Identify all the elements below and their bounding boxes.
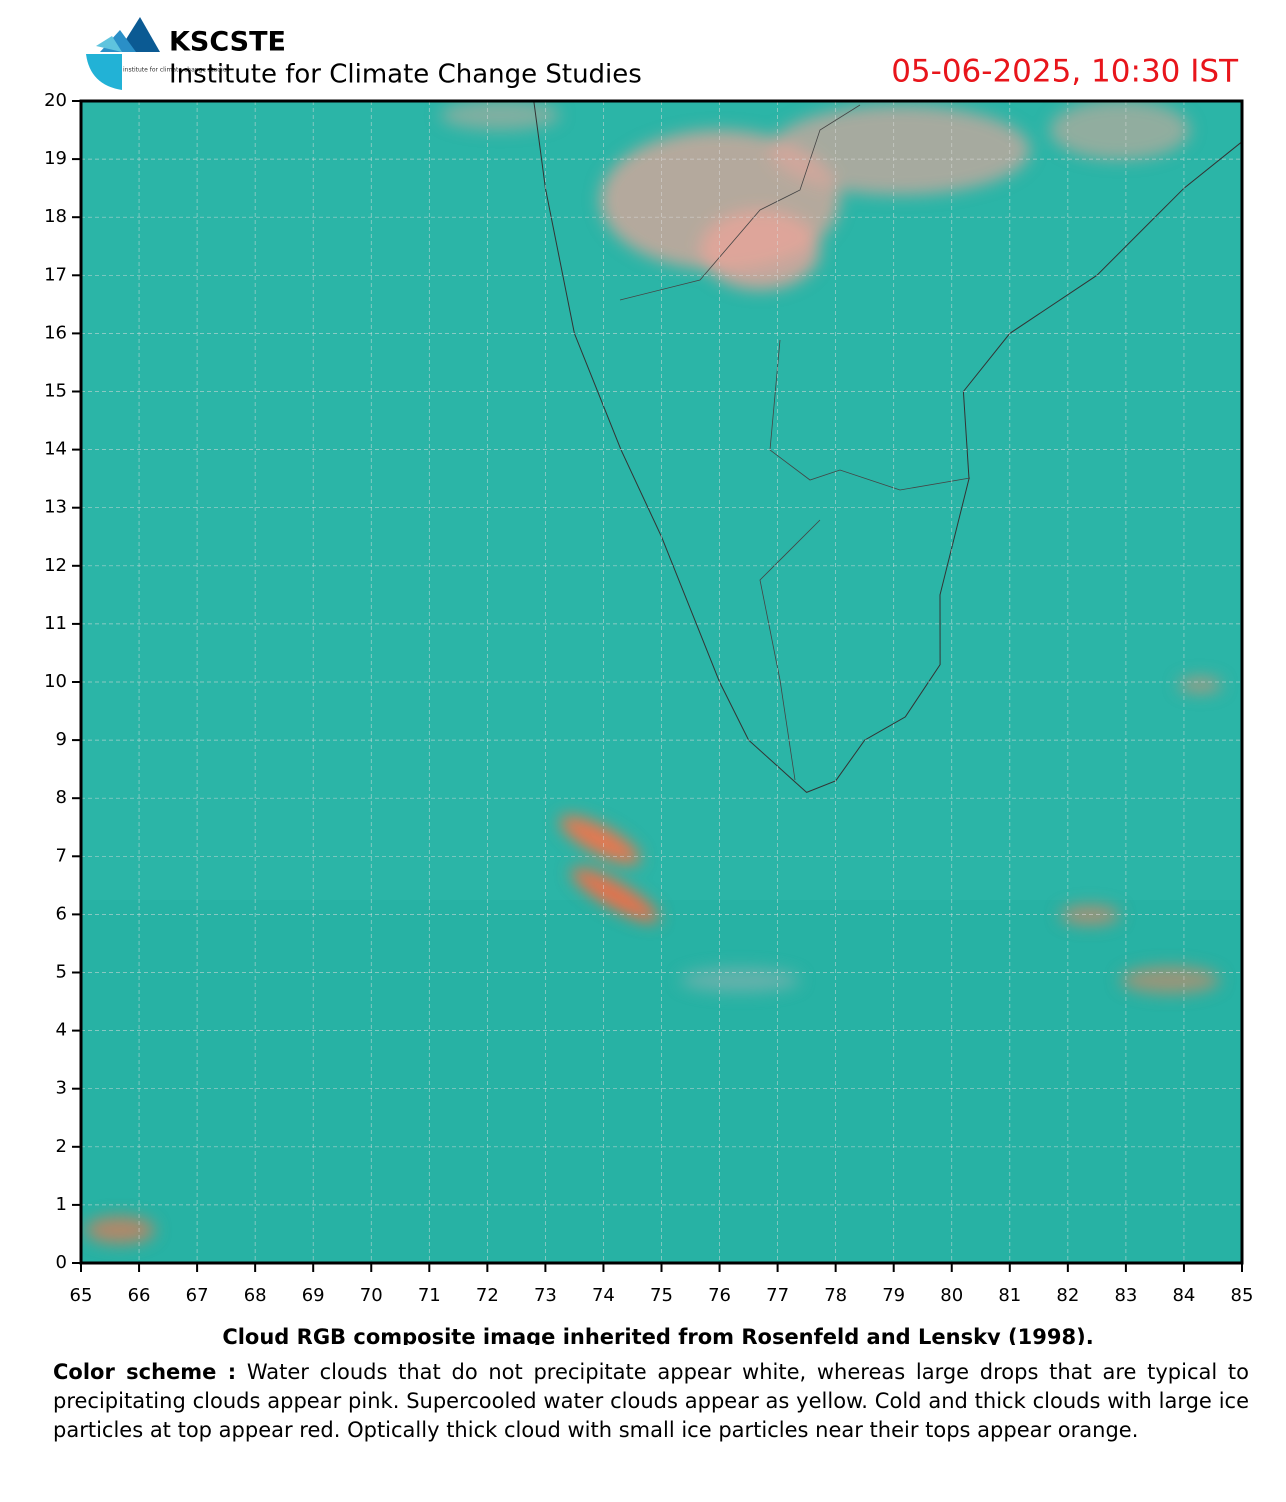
y-tick-label: 1 [56,1194,67,1215]
institute-name: Institute for Climate Change Studies [169,60,642,90]
y-tick-label: 6 [56,903,67,924]
x-tick-label: 80 [940,1285,963,1306]
figure: institute for climate change studies KSC… [44,17,1254,1345]
x-tick-label: 77 [766,1285,789,1306]
x-tick-label: 75 [650,1285,673,1306]
x-tick-label: 85 [1231,1285,1254,1306]
x-tick-label: 71 [418,1285,441,1306]
x-tick-label: 66 [128,1285,151,1306]
x-tick-label: 76 [708,1285,731,1306]
x-tick-label: 83 [1114,1285,1137,1306]
color-scheme: Color scheme : Water clouds that do not … [53,1358,1249,1445]
x-tick-label: 78 [824,1285,847,1306]
y-tick-label: 19 [44,148,67,169]
x-tick-label: 72 [476,1285,499,1306]
x-tick-label: 65 [70,1285,93,1306]
y-tick-label: 12 [44,555,67,576]
x-tick-label: 74 [592,1285,615,1306]
x-tick-label: 69 [302,1285,325,1306]
caption-title: Cloud RGB composite image inherited from… [222,1325,1093,1345]
x-tick-label: 70 [360,1285,383,1306]
y-tick-label: 9 [56,729,67,750]
logo: institute for climate change studies [86,17,230,90]
y-tick-label: 2 [56,1136,67,1157]
logo-text: institute for climate change studies [123,67,230,74]
x-tick-label: 73 [534,1285,557,1306]
color-scheme-label: Color scheme : [53,1360,237,1384]
y-tick-label: 5 [56,962,67,983]
y-tick-label: 8 [56,787,67,808]
timestamp: 05-06-2025, 10:30 IST [891,54,1239,90]
y-tick-label: 16 [44,322,67,343]
y-tick-label: 11 [44,613,67,634]
y-tick-label: 10 [44,671,67,692]
x-tick-label: 67 [186,1285,209,1306]
x-tick-label: 81 [998,1285,1021,1306]
y-tick-label: 3 [56,1078,67,1099]
y-tick-label: 4 [56,1020,67,1041]
y-tick-label: 0 [56,1252,67,1273]
x-tick-label: 79 [882,1285,905,1306]
y-tick-label: 15 [44,381,67,402]
color-scheme-text: Water clouds that do not precipitate app… [53,1360,1249,1442]
y-tick-label: 17 [44,264,67,285]
x-tick-label: 68 [244,1285,267,1306]
y-tick-label: 18 [44,206,67,227]
x-tick-label: 84 [1172,1285,1195,1306]
y-tick-label: 13 [44,497,67,518]
x-tick-label: 82 [1056,1285,1079,1306]
y-tick-label: 14 [44,439,67,460]
y-tick-label: 7 [56,845,67,866]
y-tick-label: 20 [44,90,67,111]
map-frame [79,99,1244,1265]
org-name: KSCSTE [169,27,286,58]
